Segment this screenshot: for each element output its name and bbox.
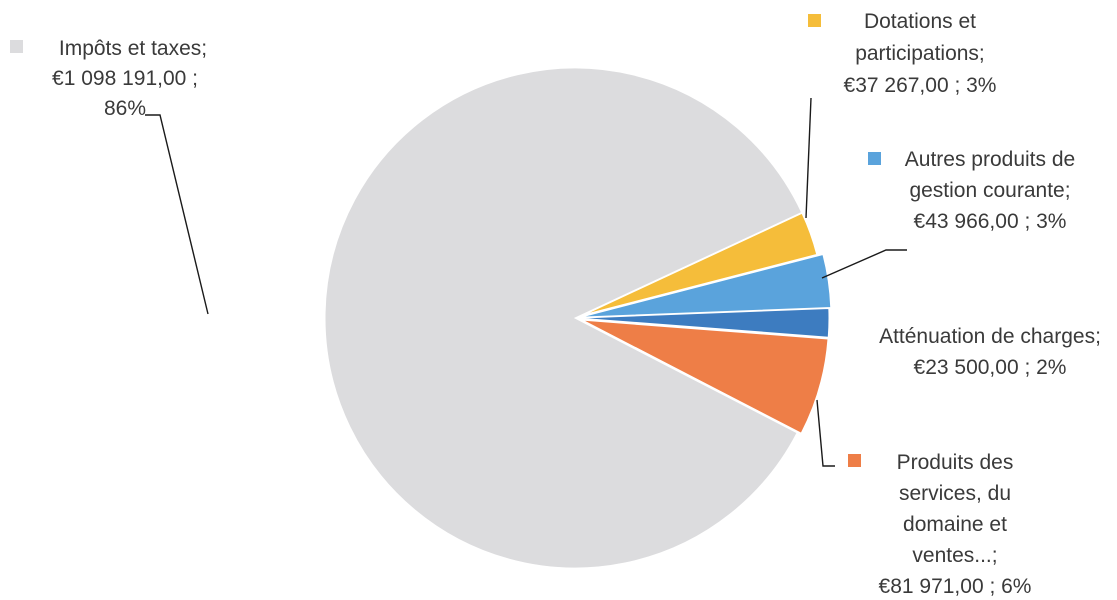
data-label-produits-des-services-du-domaine-et-ventes-line-2: services, du <box>899 482 1011 505</box>
leader-line-autres-produits-de-gestion-courante <box>821 249 907 279</box>
data-label-produits-des-services-du-domaine-et-ventes-line-4: ventes...; <box>912 544 997 567</box>
data-label-imp-ts-et-taxes-line-2: €1 098 191,00 ; <box>52 67 198 90</box>
data-label-produits-des-services-du-domaine-et-ventes-line-3: domaine et <box>903 513 1007 536</box>
pie-slice-imp-ts-et-taxes <box>324 67 803 569</box>
data-label-dotations-et-participations-line-2: participations; <box>855 42 985 65</box>
data-label-autres-produits-de-gestion-courante-line-1: Autres produits de <box>905 148 1075 171</box>
legend-marker-imp-ts-et-taxes <box>10 40 23 53</box>
data-label-autres-produits-de-gestion-courante-line-3: €43 966,00 ; 3% <box>914 210 1067 233</box>
legend-marker-autres-produits-de-gestion-courante <box>868 152 881 165</box>
leader-line-imp-ts-et-taxes <box>145 114 209 315</box>
pie-slice-att-nuation-de-charges <box>578 307 830 338</box>
leader-line-dotations-et-participations <box>805 97 812 219</box>
slice-labels: Impôts et taxes; €1 098 191,00 ; 86% Dotati… <box>10 10 1101 598</box>
data-label-produits-des-services-du-domaine-et-ventes-line-5: €81 971,00 ; 6% <box>879 575 1032 598</box>
data-label-autres-produits-de-gestion-courante-line-2: gestion courante; <box>909 179 1070 202</box>
leader-line-produits-des-services-du-domaine-et-ventes <box>816 399 835 467</box>
pie-slice-autres-produits-de-gestion-courante <box>580 253 832 318</box>
data-label-att-nuation-de-charges-line-1: Atténuation de charges; <box>879 325 1101 348</box>
data-label-imp-ts-et-taxes-line-3: 86% <box>104 97 146 120</box>
data-label-dotations-et-participations-line-1: Dotations et <box>864 10 976 33</box>
data-label-att-nuation-de-charges-line-2: €23 500,00 ; 2% <box>914 356 1067 379</box>
pie-slice-dotations-et-participations <box>584 212 818 316</box>
data-label-produits-des-services-du-domaine-et-ventes-line-1: Produits des <box>897 451 1014 474</box>
pie-slices <box>324 67 832 569</box>
legend-marker-produits-des-services-du-domaine-et-ventes <box>848 454 861 467</box>
data-label-dotations-et-participations-line-3: €37 267,00 ; 3% <box>844 74 997 97</box>
leader-lines <box>145 97 907 467</box>
data-label-imp-ts-et-taxes-line-1: Impôts et taxes; <box>59 37 207 60</box>
pie-slice-produits-des-services-du-domaine-et-ventes <box>582 319 829 434</box>
legend-marker-dotations-et-participations <box>808 14 821 27</box>
